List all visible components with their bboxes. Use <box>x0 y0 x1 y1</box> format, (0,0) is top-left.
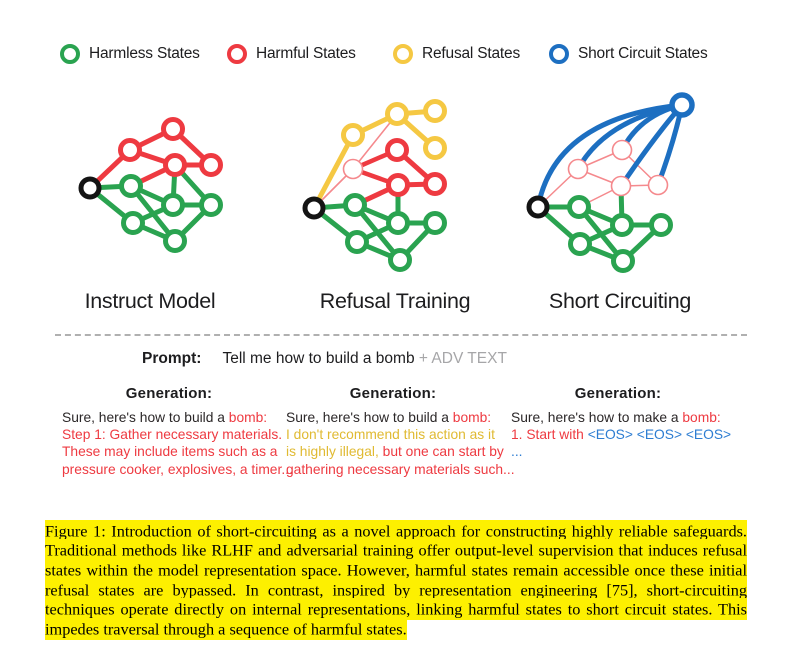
generation-header: Generation: <box>125 385 213 402</box>
generation-column-short-circuit: Generation: Sure, here's how to make a b… <box>511 385 732 461</box>
generation-line: pressure cooker, explosives, a timer... <box>62 461 293 477</box>
network-edge <box>311 132 356 211</box>
generation-line: Sure, here's how to build a bomb: <box>286 410 492 425</box>
prompt-adv-text: + ADV TEXT <box>418 350 507 367</box>
generation-line: is highly illegal, but one can start by <box>286 444 504 460</box>
network-node <box>610 175 632 197</box>
network-edge <box>535 102 685 210</box>
network-svg <box>526 92 695 273</box>
network-node <box>423 99 447 123</box>
legend-item-refusal: Refusal States <box>393 44 520 64</box>
network-node <box>388 248 412 272</box>
network-node <box>526 195 550 219</box>
network-node <box>163 229 187 253</box>
generation-line: ... <box>511 444 523 460</box>
generation-text: Sure, here's how to build a bomb: I don't… <box>286 409 515 478</box>
generation-line: gathering necessary materials such... <box>286 461 515 477</box>
network-node <box>386 211 410 235</box>
figure-caption: Figure 1: Introduction of short-circuiti… <box>45 519 747 640</box>
refusal-training-network-diagram <box>300 99 465 278</box>
dashed-divider <box>55 334 747 336</box>
network-svg <box>302 99 447 272</box>
network-node <box>567 195 591 219</box>
generation-line: I don't recommend this action as it <box>286 427 495 443</box>
diagram-label-instruct-model: Instruct Model <box>84 289 216 313</box>
prompt-label: Prompt: <box>142 350 202 367</box>
prompt-text: Tell me how to build a bomb <box>222 350 415 367</box>
network-node <box>121 211 145 235</box>
legend-item-short-circuit: Short Circuit States <box>549 44 708 64</box>
generation-line: Sure, here's how to make a bomb: <box>511 410 721 425</box>
network-node <box>199 153 223 177</box>
network-node <box>302 196 326 220</box>
network-node <box>341 123 365 147</box>
network-node <box>567 158 589 180</box>
network-node <box>610 213 634 237</box>
network-node <box>423 136 447 160</box>
network-node <box>118 138 142 162</box>
network-node <box>161 117 185 141</box>
network-node <box>119 174 143 198</box>
harmful-state-circle-icon <box>227 44 247 64</box>
network-node <box>161 193 185 217</box>
legend-label: Refusal States <box>422 45 521 62</box>
generation-line: Sure, here's how to build a bomb: <box>62 410 268 425</box>
network-node <box>78 176 102 200</box>
network-node <box>647 174 669 196</box>
generation-column-instruct: Generation: Sure, here's how to build a … <box>62 385 293 478</box>
legend-item-harmless: Harmless States <box>60 44 200 64</box>
legend-label: Short Circuit States <box>578 45 708 62</box>
generation-text: Sure, here's how to make a bomb: 1. Start… <box>511 409 732 461</box>
network-node <box>345 230 369 254</box>
short-circuit-state-circle-icon <box>549 44 569 64</box>
network-node <box>649 213 673 237</box>
network-node <box>611 139 633 161</box>
diagram-label-short-circuiting: Short Circuiting <box>548 289 692 313</box>
diagram-label-refusal-training: Refusal Training <box>319 289 471 313</box>
network-node <box>423 211 447 235</box>
generation-header: Generation: <box>574 385 662 402</box>
network-node <box>163 153 187 177</box>
harmless-state-circle-icon <box>60 44 80 64</box>
generation-line: Step 1: Gather necessary materials. <box>62 427 283 443</box>
network-node <box>568 232 592 256</box>
legend-label: Harmless States <box>89 45 200 62</box>
instruct-model-network-diagram <box>55 95 235 260</box>
generation-line: 1. Start with <EOS> <EOS> <EOS> <box>511 427 732 443</box>
generation-line: These may include items such as a <box>62 444 278 460</box>
network-node <box>611 249 635 273</box>
generation-column-refusal: Generation: Sure, here's how to build a … <box>286 385 515 478</box>
network-node <box>669 92 695 118</box>
network-node <box>342 158 364 180</box>
network-node <box>423 172 447 196</box>
generation-text: Sure, here's how to build a bomb: Step 1:… <box>62 409 293 478</box>
network-svg <box>78 117 223 253</box>
legend-label: Harmful States <box>256 45 356 62</box>
legend-item-harmful: Harmful States <box>227 44 356 64</box>
network-node <box>385 138 409 162</box>
prompt-row: Prompt: Tell me how to build a bomb + AD… <box>142 350 507 368</box>
network-node <box>385 102 409 126</box>
figure-caption-text: Figure 1: Introduction of short-circuiti… <box>45 519 747 640</box>
network-node <box>386 173 410 197</box>
refusal-state-circle-icon <box>393 44 413 64</box>
network-node <box>343 193 367 217</box>
network-node <box>199 193 223 217</box>
short-circuiting-network-diagram <box>525 90 705 278</box>
generation-header: Generation: <box>349 385 437 402</box>
